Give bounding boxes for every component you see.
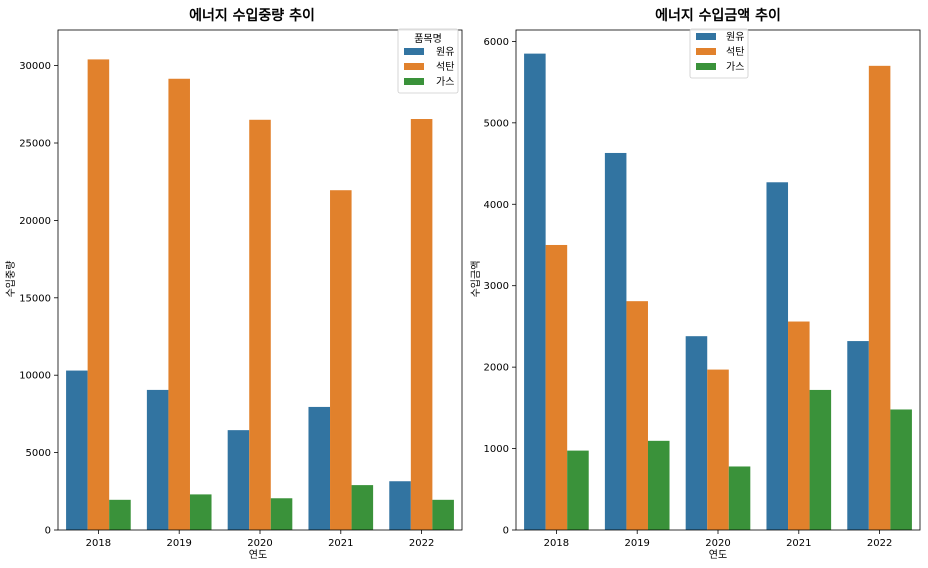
bar-crude-2020 [227, 430, 250, 530]
bar-coal-2021 [788, 321, 810, 530]
legend-label-crude: 원유 [726, 31, 744, 43]
bar-crude-2018 [66, 370, 88, 530]
y-axis-ticks: 0 1000 2000 3000 4000 5000 6000 [484, 37, 516, 537]
bar-gas-2020 [728, 466, 751, 530]
y-tick-label: 10000 [19, 371, 51, 382]
x-tick-label: 2018 [86, 538, 111, 549]
x-tick-label: 2019 [166, 538, 191, 549]
legend-frame [397, 28, 459, 94]
legend-swatch-crude [696, 33, 716, 40]
bar-coal-2022 [410, 119, 433, 530]
x-tick-label: 2018 [544, 538, 569, 549]
y-tick-label: 30000 [19, 61, 51, 72]
y-tick-label: 25000 [19, 139, 51, 150]
legend-label-coal: 석탄 [436, 61, 454, 73]
x-axis-label: 연도 [709, 549, 727, 561]
bar-crude-2018 [524, 53, 546, 531]
bar-coal-2022 [868, 65, 891, 530]
legend-swatch-crude [404, 48, 424, 55]
y-tick-label: 4000 [484, 200, 509, 211]
chart-title: 에너지 수입중량 추이 [189, 7, 315, 24]
y-tick-label: 5000 [26, 448, 51, 459]
bar-coal-2021 [330, 190, 352, 530]
y-axis-label: 수입금액 [469, 261, 482, 298]
x-axis-label: 연도 [249, 549, 267, 561]
bar-gas-2019 [647, 440, 670, 530]
bar-crude-2019 [604, 152, 627, 530]
x-axis-ticks: 2018 2019 2020 2021 2022 [544, 530, 892, 549]
y-tick-label: 1000 [484, 444, 509, 455]
legend-label-gas: 가스 [436, 76, 454, 88]
legend-swatch-coal [696, 48, 716, 55]
bar-gas-2020 [270, 498, 293, 530]
bar-group [66, 59, 454, 530]
x-tick-label: 2022 [867, 538, 892, 549]
legend-swatch-gas [696, 63, 716, 70]
bar-crude-2022 [847, 341, 869, 530]
x-tick-label: 2019 [624, 538, 649, 549]
bar-coal-2018 [545, 244, 568, 531]
x-axis-ticks: 2018 2019 2020 2021 2022 [86, 530, 434, 549]
bar-coal-2018 [87, 59, 110, 530]
bar-gas-2021 [351, 485, 374, 530]
x-tick-label: 2021 [786, 538, 811, 549]
bar-gas-2018 [109, 499, 131, 530]
y-tick-label: 3000 [484, 281, 509, 292]
bar-gas-2019 [189, 494, 212, 530]
legend: 품목명 원유 석탄 가스 [397, 28, 459, 94]
legend: 원유 석탄 가스 [689, 28, 749, 79]
bar-coal-2020 [249, 119, 271, 530]
y-axis-ticks: 0 5000 10000 15000 20000 25000 30000 [19, 61, 58, 537]
chart-title: 에너지 수입금액 추이 [655, 7, 781, 24]
bar-crude-2022 [389, 481, 411, 530]
y-tick-label: 20000 [19, 216, 51, 227]
bar-crude-2019 [146, 389, 169, 530]
y-tick-label: 5000 [484, 118, 509, 129]
legend-swatch-coal [404, 63, 424, 70]
bar-gas-2018 [567, 450, 589, 530]
bar-coal-2019 [626, 301, 648, 530]
y-tick-label: 2000 [484, 363, 509, 374]
y-axis-label: 수입중량 [4, 261, 17, 298]
legend-title: 품목명 [414, 33, 442, 45]
y-tick-label: 0 [45, 526, 51, 537]
legend-swatch-gas [404, 78, 424, 85]
bar-gas-2022 [890, 409, 912, 530]
bar-group [524, 53, 912, 531]
x-tick-label: 2021 [328, 538, 353, 549]
bar-gas-2021 [809, 389, 832, 530]
x-tick-label: 2020 [705, 538, 730, 549]
amount-chart: 에너지 수입금액 추이 0 1000 2000 3000 4000 5000 6000 20… [469, 7, 921, 561]
x-tick-label: 2020 [247, 538, 272, 549]
bar-gas-2022 [432, 499, 454, 530]
legend-label-crude: 원유 [436, 46, 454, 58]
bar-crude-2021 [308, 406, 331, 530]
y-tick-label: 15000 [19, 293, 51, 304]
legend-label-gas: 가스 [726, 61, 744, 73]
x-tick-label: 2022 [409, 538, 434, 549]
bar-crude-2020 [685, 336, 708, 530]
y-tick-label: 6000 [484, 37, 509, 48]
bar-crude-2021 [766, 182, 789, 530]
plot-frame [57, 29, 463, 531]
legend-label-coal: 석탄 [726, 46, 744, 58]
y-tick-label: 0 [503, 526, 509, 537]
weight-chart: 에너지 수입중량 추이 0 5000 10000 15000 20000 25000 300… [4, 7, 463, 561]
bar-coal-2020 [707, 369, 729, 530]
bar-coal-2019 [168, 78, 190, 530]
